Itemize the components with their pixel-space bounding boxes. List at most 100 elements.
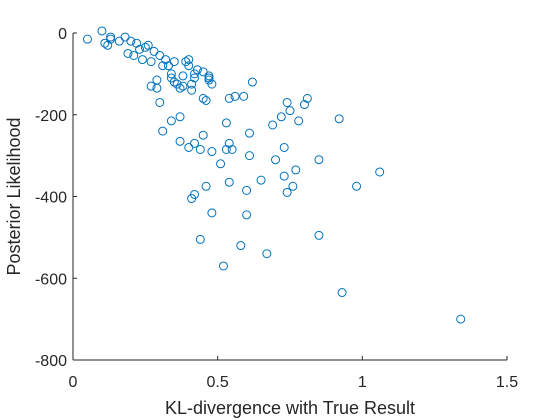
data-point	[135, 44, 145, 54]
data-point	[114, 36, 124, 46]
data-point	[143, 40, 153, 50]
data-point	[236, 241, 246, 251]
data-point	[178, 81, 188, 91]
data-point	[242, 210, 252, 220]
data-point	[184, 61, 194, 71]
y-tick-label: -800	[35, 353, 67, 370]
x-tick-label: 0.5	[207, 374, 229, 391]
data-point	[262, 249, 272, 259]
data-point	[314, 155, 324, 165]
y-tick-label: -200	[35, 108, 67, 125]
x-tick-label: 1.5	[496, 374, 518, 391]
data-point	[239, 91, 249, 101]
data-point	[227, 144, 237, 154]
data-point	[352, 181, 362, 191]
data-point	[129, 50, 139, 60]
y-axis-label: Posterior Likelihood	[4, 117, 24, 275]
data-point	[207, 147, 217, 157]
data-point	[224, 93, 234, 103]
data-point	[276, 112, 286, 122]
data-point	[166, 69, 176, 79]
data-point	[285, 106, 295, 116]
data-point	[279, 171, 289, 181]
data-point	[201, 181, 211, 191]
data-point	[224, 138, 234, 148]
data-point	[190, 73, 200, 83]
data-point	[201, 95, 211, 105]
data-point	[302, 93, 312, 103]
data-point	[337, 288, 347, 298]
data-point	[224, 177, 234, 187]
data-point	[221, 144, 231, 154]
data-point	[218, 261, 228, 271]
data-point	[178, 71, 188, 81]
data-point	[132, 38, 142, 48]
data-point	[244, 151, 254, 161]
data-point	[120, 32, 130, 42]
data-point	[195, 144, 205, 154]
data-point	[207, 208, 217, 218]
data-point	[126, 36, 136, 46]
data-point	[334, 114, 344, 124]
data-point	[291, 165, 301, 175]
data-point	[175, 112, 185, 122]
data-point	[279, 142, 289, 152]
data-point	[82, 34, 92, 44]
data-point	[242, 185, 252, 195]
data-point	[314, 230, 324, 240]
data-point	[221, 118, 231, 128]
data-point	[256, 175, 266, 185]
data-point	[137, 55, 147, 65]
data-point	[152, 75, 162, 85]
data-point	[271, 155, 281, 165]
data-point	[155, 97, 165, 107]
data-point	[268, 120, 278, 130]
data-point	[158, 126, 168, 136]
data-point	[146, 57, 156, 67]
data-point	[190, 189, 200, 199]
data-point	[97, 26, 107, 36]
data-point	[195, 234, 205, 244]
data-point	[175, 136, 185, 146]
y-tick-label: -600	[35, 271, 67, 288]
data-point	[155, 50, 165, 60]
data-point	[152, 83, 162, 93]
data-point	[198, 130, 208, 140]
data-point	[106, 32, 116, 42]
data-point	[282, 97, 292, 107]
axes: 0 0.5 1 1.5 0 -200 -400 -600 -800	[35, 26, 518, 391]
data-point	[375, 167, 385, 177]
y-tick-label: 0	[58, 26, 67, 43]
y-tick-label: -400	[35, 190, 67, 207]
data-point	[288, 181, 298, 191]
x-tick-label: 0	[69, 374, 78, 391]
data-point	[158, 61, 168, 71]
data-point	[187, 85, 197, 95]
data-point	[175, 83, 185, 93]
data-point	[184, 142, 194, 152]
data-points	[82, 26, 466, 324]
data-point	[106, 34, 116, 44]
data-point	[184, 55, 194, 65]
data-point	[190, 138, 200, 148]
data-point	[456, 314, 466, 324]
data-point	[198, 93, 208, 103]
data-point	[294, 116, 304, 126]
data-point	[299, 100, 309, 110]
data-point	[169, 77, 179, 87]
data-point	[140, 42, 150, 52]
data-point	[216, 159, 226, 169]
data-point	[146, 81, 156, 91]
data-point	[161, 55, 171, 65]
x-tick-label: 1	[358, 374, 367, 391]
data-point	[282, 187, 292, 197]
data-point	[166, 116, 176, 126]
data-point	[149, 46, 159, 56]
data-point	[187, 79, 197, 89]
data-point	[192, 65, 202, 75]
data-point	[169, 57, 179, 67]
data-point	[103, 40, 113, 50]
data-point	[123, 48, 133, 58]
